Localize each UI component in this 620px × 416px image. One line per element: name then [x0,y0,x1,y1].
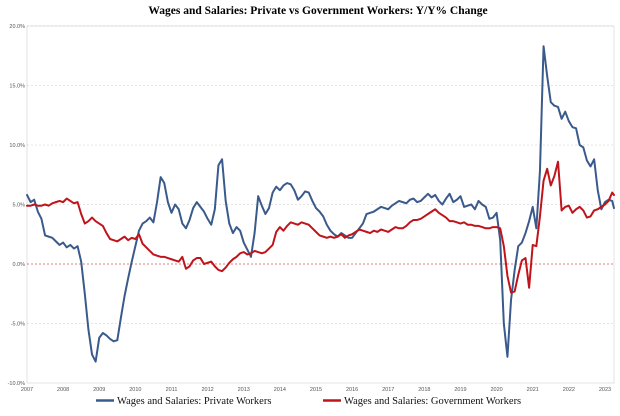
series-line-private [26,45,615,363]
x-tick-label: 2023 [599,387,611,393]
y-tick-label: 0.0% [12,262,25,268]
grid-lines [27,25,614,324]
x-tick-label: 2016 [346,387,358,393]
x-tick-label: 2012 [201,387,213,393]
x-tick-label: 2010 [129,387,141,393]
x-axis-ticks: 2007 2008 2009 2010 2011 2012 2013 2014 2015 2016… [21,387,611,393]
x-tick-label: 2008 [57,387,69,393]
y-tick-label: 5.0% [12,203,25,209]
chart-title: Wages and Salaries: Private vs Governmen… [148,5,487,17]
x-tick-label: 2021 [527,387,539,393]
x-tick-label: 2019 [454,387,466,393]
y-tick-label: 10.0% [9,143,25,149]
series-line-government [26,160,615,294]
x-tick-label: 2007 [21,387,33,393]
x-tick-label: 2009 [93,387,105,393]
x-tick-label: 2022 [563,387,575,393]
x-tick-label: 2011 [166,387,178,393]
series-lines [26,45,615,363]
x-tick-label: 2017 [382,387,394,393]
x-tick-label: 2015 [310,387,322,393]
legend-label: Wages and Salaries: Private Workers [117,396,271,407]
x-tick-label: 2020 [490,387,502,393]
x-tick-label: 2013 [238,387,250,393]
y-tick-label: -10.0% [8,381,26,387]
y-tick-label: 20.0% [9,24,25,30]
legend: Wages and Salaries: Private Workers Wages… [96,396,521,407]
y-axis-ticks: -10.0% -5.0% 0.0% 5.0% 10.0% 15.0% 20.0% [8,24,26,387]
y-tick-label: 15.0% [9,84,25,90]
y-tick-label: -5.0% [11,322,25,328]
x-tick-label: 2018 [418,387,430,393]
x-tick-label: 2014 [274,387,286,393]
legend-label: Wages and Salaries: Government Workers [344,396,521,407]
